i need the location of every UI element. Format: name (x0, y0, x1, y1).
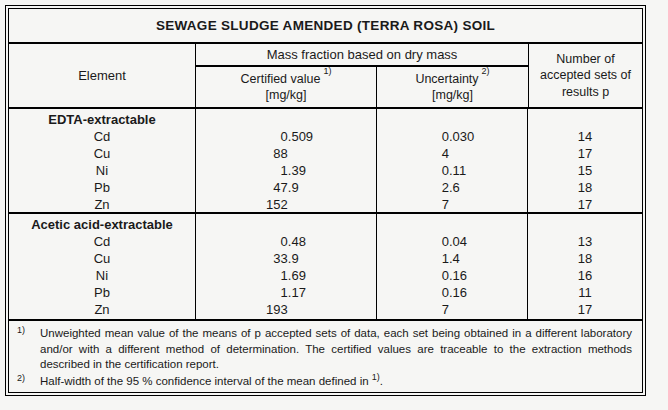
footnote-1-text: Unweighted mean value of the means of p … (40, 326, 632, 373)
certified-value-cell: 33.9 (196, 250, 376, 267)
column-header-accepted-sets: Number of accepted sets of results p (528, 44, 642, 107)
footnote-ref-2: 2) (482, 66, 490, 76)
accepted-sets-cell: 17 (528, 196, 642, 213)
section-header: EDTA-extractable (9, 111, 195, 128)
column-header-mass-fraction: Mass fraction based on dry mass (196, 44, 528, 67)
accepted-sets-cell: 16 (528, 267, 642, 284)
certified-value-cell: 1.17 (196, 284, 376, 301)
accepted-sets-cell: 13 (528, 233, 642, 250)
element-column: Acetic acid-extractable Cd Cu Ni Pb Zn (9, 214, 196, 319)
accepted-sets-column: 14 17 15 18 17 (528, 109, 642, 213)
certified-value-column: 0.509 88 1.39 47.9 152 (196, 109, 377, 213)
certified-value-cell: 1.69 (196, 267, 376, 284)
certified-value-unit: [mg/kg] (266, 87, 307, 103)
certified-value-column: 0.48 33.9 1.69 1.17 193 (196, 214, 377, 319)
element-cell: Pb (9, 284, 195, 301)
element-cell: Cd (9, 233, 195, 250)
uncertainty-cell: 4 (377, 145, 527, 162)
accepted-sets-cell: 17 (528, 301, 642, 318)
element-column: EDTA-extractable Cd Cu Ni Pb Zn (9, 109, 196, 213)
certified-value-cell: 1.39 (196, 162, 376, 179)
section-acetic-acid-extractable: Acetic acid-extractable Cd Cu Ni Pb Zn 0… (9, 214, 642, 321)
certified-value-label: Certified value1) (241, 71, 332, 87)
uncertainty-label: Uncertainty2) (415, 71, 489, 87)
footnotes: 1) Unweighted mean value of the means of… (9, 321, 642, 389)
accepted-sets-column: 13 18 16 11 17 (528, 214, 642, 319)
uncertainty-unit: [mg/kg] (432, 87, 473, 103)
accepted-sets-cell: 14 (528, 128, 642, 145)
element-cell: Zn (9, 196, 195, 213)
certified-value-cell: 0.509 (196, 128, 376, 145)
element-cell: Ni (9, 267, 195, 284)
uncertainty-cell: 7 (377, 196, 527, 213)
certified-value-cell: 152 (196, 196, 376, 213)
column-header-certified-value: Certified value1) [mg/kg] (196, 67, 377, 107)
uncertainty-column: 0.030 4 0.11 2.6 7 (377, 109, 528, 213)
element-cell: Cu (9, 250, 195, 267)
certified-values-table: SEWAGE SLUDGE AMENDED (TERRA ROSA) SOIL … (5, 5, 646, 396)
footnote-2: 2) Half-width of the 95 % confidence int… (14, 374, 632, 390)
uncertainty-cell: 1.4 (377, 250, 527, 267)
table-title: SEWAGE SLUDGE AMENDED (TERRA ROSA) SOIL (9, 9, 642, 44)
footnote-1-marker: 1) (14, 325, 40, 372)
certified-value-cell: 193 (196, 301, 376, 318)
element-cell: Cd (9, 128, 195, 145)
section-header: Acetic acid-extractable (9, 216, 195, 233)
accepted-sets-cell: 18 (528, 179, 642, 196)
uncertainty-cell: 0.11 (377, 162, 527, 179)
footnote-ref-1: 1) (323, 66, 331, 76)
certified-value-cell: 47.9 (196, 179, 376, 196)
element-cell: Zn (9, 301, 195, 318)
uncertainty-column: 0.04 1.4 0.16 0.16 7 (377, 214, 528, 319)
section-edta-extractable: EDTA-extractable Cd Cu Ni Pb Zn 0.509 88… (9, 109, 642, 214)
column-header-uncertainty: Uncertainty2) [mg/kg] (377, 67, 528, 107)
uncertainty-cell: 0.04 (377, 233, 527, 250)
element-cell: Cu (9, 145, 195, 162)
uncertainty-cell: 2.6 (377, 179, 527, 196)
footnote-1: 1) Unweighted mean value of the means of… (14, 326, 632, 373)
table-header: Element Mass fraction based on dry mass … (9, 44, 642, 109)
certified-value-cell: 88 (196, 145, 376, 162)
uncertainty-cell: 7 (377, 301, 527, 318)
footnote-2-text: Half-width of the 95 % confidence interv… (40, 374, 632, 390)
uncertainty-cell: 0.16 (377, 284, 527, 301)
column-header-element: Element (9, 44, 196, 107)
accepted-sets-cell: 15 (528, 162, 642, 179)
footnote-2-marker: 2) (14, 373, 40, 389)
footnote-ref-1-inline: 1) (372, 372, 380, 382)
accepted-sets-cell: 17 (528, 145, 642, 162)
accepted-sets-cell: 11 (528, 284, 642, 301)
certified-value-cell: 0.48 (196, 233, 376, 250)
accepted-sets-cell: 18 (528, 250, 642, 267)
uncertainty-cell: 0.030 (377, 128, 527, 145)
element-cell: Ni (9, 162, 195, 179)
element-cell: Pb (9, 179, 195, 196)
uncertainty-cell: 0.16 (377, 267, 527, 284)
